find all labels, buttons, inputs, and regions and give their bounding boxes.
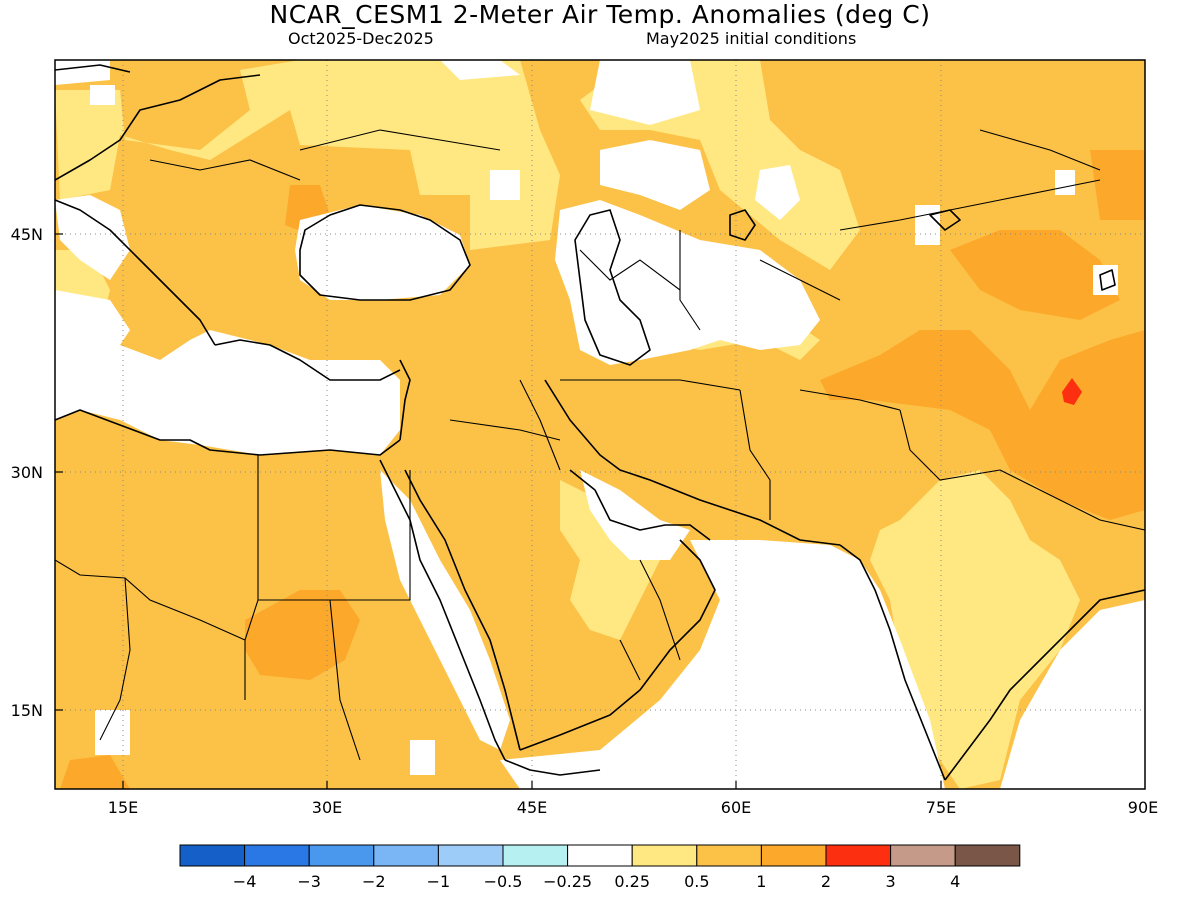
lon-tick-label: 45E xyxy=(517,798,547,817)
legend-label: −0.5 xyxy=(484,872,523,891)
anomaly-fill-zero xyxy=(55,60,1145,789)
legend-label: 0.25 xyxy=(614,872,650,891)
lat-tick-label: 45N xyxy=(11,225,43,244)
legend-color-box xyxy=(308,844,375,867)
legend-color-box xyxy=(437,844,504,867)
legend-color-box xyxy=(760,844,827,867)
legend-label: 4 xyxy=(950,872,960,891)
legend-label: −2 xyxy=(362,872,386,891)
color-legend: −4 −3 −2 −1 −0.5 −0.25 0.25 0.5 1 2 3 4 xyxy=(179,844,1021,891)
coastlines xyxy=(55,64,1145,781)
legend-color-box xyxy=(696,844,762,867)
chart-title: NCAR_CESM1 2-Meter Air Temp. Anomalies (… xyxy=(269,0,931,29)
legend-color-box xyxy=(825,844,892,867)
legend-color-box xyxy=(954,844,1021,867)
legend-label: −4 xyxy=(233,872,257,891)
legend-color-box xyxy=(373,844,439,867)
lat-tick-label: 15N xyxy=(11,701,43,720)
forecast-period: Oct2025-Dec2025 xyxy=(288,29,434,48)
map-frame xyxy=(54,59,1146,790)
axis-ticks xyxy=(55,233,942,789)
lon-tick-label: 30E xyxy=(312,798,342,817)
legend-color-box xyxy=(502,844,569,867)
lon-tick-label: 15E xyxy=(108,798,138,817)
legend-label: 0.5 xyxy=(684,872,709,891)
legend-color-box xyxy=(567,844,633,867)
lat-tick-labels: 45N 30N 15N xyxy=(11,225,43,720)
legend-color-box xyxy=(244,844,310,867)
legend-color-box xyxy=(179,844,246,867)
initial-conditions: May2025 initial conditions xyxy=(646,29,857,48)
legend-label: −3 xyxy=(297,872,321,891)
lon-tick-labels: 15E 30E 45E 60E 75E 90E xyxy=(108,798,1158,817)
lon-tick-label: 90E xyxy=(1128,798,1158,817)
legend-label: 2 xyxy=(821,872,831,891)
anomaly-fill-1 xyxy=(60,150,1145,789)
legend-label: −0.25 xyxy=(543,872,592,891)
lat-tick-label: 30N xyxy=(11,463,43,482)
anomaly-fill-2 xyxy=(1062,378,1082,405)
legend-label: 1 xyxy=(756,872,766,891)
legend-color-box xyxy=(631,844,698,867)
lon-tick-label: 75E xyxy=(926,798,956,817)
lon-tick-label: 60E xyxy=(721,798,751,817)
legend-label: −1 xyxy=(427,872,451,891)
graticule xyxy=(55,60,1145,789)
legend-label: 3 xyxy=(886,872,896,891)
country-borders xyxy=(55,129,1145,761)
legend-color-box xyxy=(890,844,956,867)
